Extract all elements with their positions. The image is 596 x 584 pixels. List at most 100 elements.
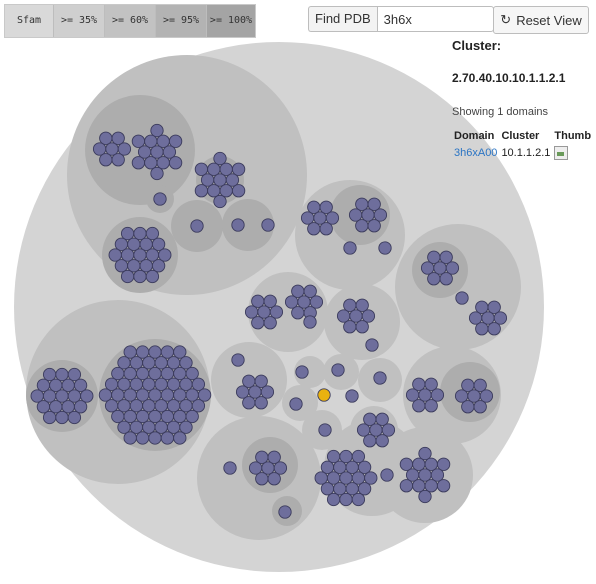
domain-circle[interactable]: [261, 461, 275, 475]
domain-circle[interactable]: [284, 295, 299, 309]
domain-circle[interactable]: [61, 378, 75, 392]
domain-circle[interactable]: [129, 399, 144, 413]
domain-circle[interactable]: [117, 377, 131, 391]
domain-circle[interactable]: [424, 399, 438, 413]
domain-circle[interactable]: [248, 385, 262, 399]
domain-circle[interactable]: [473, 400, 487, 414]
domain-circle[interactable]: [151, 237, 166, 251]
domain-circle[interactable]: [351, 471, 366, 485]
domain-circle[interactable]: [267, 472, 281, 486]
domain-circle[interactable]: [373, 371, 387, 385]
domain-circle[interactable]: [133, 226, 147, 241]
domain-circle[interactable]: [297, 295, 311, 309]
domain-circle[interactable]: [213, 194, 227, 209]
domain-circle[interactable]: [99, 131, 113, 145]
domain-circle[interactable]: [369, 423, 383, 437]
domain-circle[interactable]: [105, 142, 119, 156]
domain-circle[interactable]: [36, 400, 51, 414]
domain-circle[interactable]: [55, 389, 69, 403]
domain-circle[interactable]: [325, 211, 340, 225]
domain-circle[interactable]: [30, 389, 44, 403]
domain-circle[interactable]: [133, 269, 147, 284]
domain-circle[interactable]: [160, 431, 175, 445]
domain-circle[interactable]: [80, 389, 94, 403]
domain-circle[interactable]: [343, 241, 357, 255]
domain-circle[interactable]: [439, 250, 453, 264]
domain-circle[interactable]: [303, 315, 317, 329]
domain-circle[interactable]: [257, 305, 271, 319]
domain-circle[interactable]: [487, 300, 501, 314]
domain-circle[interactable]: [151, 259, 166, 273]
domain-circle[interactable]: [104, 377, 119, 391]
domain-circle[interactable]: [111, 409, 125, 424]
domain-circle[interactable]: [473, 378, 487, 392]
domain-circle[interactable]: [135, 388, 150, 402]
domain-circle[interactable]: [120, 226, 135, 241]
domain-circle[interactable]: [231, 218, 245, 232]
domain-circle[interactable]: [363, 412, 377, 426]
domain-circle[interactable]: [150, 166, 164, 181]
domain-circle[interactable]: [420, 261, 435, 275]
filter-35-button[interactable]: >= 35%: [54, 5, 105, 37]
domain-circle[interactable]: [289, 397, 303, 411]
domain-circle[interactable]: [108, 248, 122, 262]
domain-circle[interactable]: [160, 409, 175, 424]
domain-circle[interactable]: [111, 131, 125, 145]
domain-circle[interactable]: [223, 461, 237, 475]
domain-circle[interactable]: [185, 388, 199, 402]
domain-circle[interactable]: [111, 153, 125, 167]
domain-circle[interactable]: [120, 248, 135, 262]
domain-circle[interactable]: [291, 284, 305, 298]
domain-circle[interactable]: [309, 295, 324, 309]
domain-circle[interactable]: [135, 345, 150, 359]
domain-circle[interactable]: [461, 400, 475, 414]
domain-circle[interactable]: [150, 123, 164, 138]
domain-circle[interactable]: [405, 388, 420, 402]
domain-circle[interactable]: [166, 420, 181, 434]
domain-circle[interactable]: [467, 389, 481, 403]
domain-circle[interactable]: [179, 377, 193, 391]
domain-circle[interactable]: [42, 367, 57, 382]
domain-circle[interactable]: [487, 322, 501, 336]
domain-circle[interactable]: [168, 156, 183, 170]
domain-circle[interactable]: [412, 457, 426, 471]
domain-circle[interactable]: [479, 389, 494, 403]
domain-circle[interactable]: [42, 410, 57, 425]
domain-circle[interactable]: [197, 388, 212, 402]
domain-circle[interactable]: [117, 399, 131, 413]
domain-circle[interactable]: [418, 388, 432, 402]
domain-circle[interactable]: [131, 156, 146, 170]
domain-circle[interactable]: [225, 173, 240, 187]
domain-circle[interactable]: [139, 259, 153, 273]
domain-circle[interactable]: [356, 423, 371, 437]
domain-circle[interactable]: [381, 423, 396, 437]
domain-circle[interactable]: [144, 156, 158, 170]
domain-circle[interactable]: [160, 388, 175, 402]
domain-circle[interactable]: [117, 420, 131, 434]
domain-circle[interactable]: [367, 197, 381, 211]
domain-circle[interactable]: [120, 269, 135, 284]
domain-circle[interactable]: [67, 410, 82, 425]
domain-circle[interactable]: [418, 489, 432, 504]
domain-circle[interactable]: [166, 399, 181, 413]
domain-circle[interactable]: [114, 259, 129, 273]
domain-circle[interactable]: [179, 356, 193, 370]
domain-circle[interactable]: [111, 366, 125, 381]
domain-circle[interactable]: [231, 162, 246, 176]
domain-circle[interactable]: [251, 316, 265, 330]
domain-circle[interactable]: [148, 431, 162, 445]
domain-circle[interactable]: [427, 272, 441, 286]
domain-circle[interactable]: [405, 468, 420, 482]
domain-circle[interactable]: [154, 377, 168, 391]
domain-circle[interactable]: [166, 377, 181, 391]
domain-circle[interactable]: [318, 423, 332, 437]
domain-circle[interactable]: [173, 345, 187, 359]
domain-circle[interactable]: [219, 162, 233, 176]
domain-circle[interactable]: [148, 388, 162, 402]
domain-circle[interactable]: [92, 142, 107, 156]
domain-circle[interactable]: [191, 377, 206, 391]
domain-circle[interactable]: [367, 219, 381, 233]
domain-circle[interactable]: [123, 431, 137, 445]
domain-circle[interactable]: [424, 479, 438, 493]
